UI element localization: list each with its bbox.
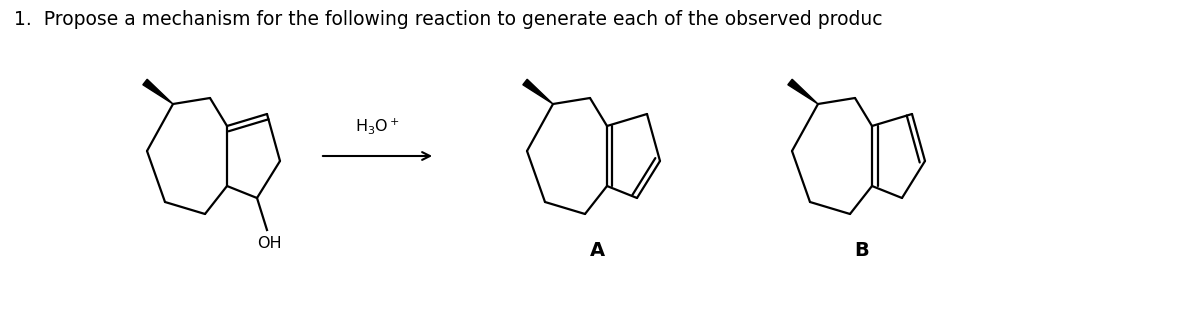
Text: OH: OH: [257, 236, 281, 251]
Polygon shape: [788, 79, 818, 104]
Text: $\mathregular{H_3O^+}$: $\mathregular{H_3O^+}$: [355, 116, 400, 136]
Text: A: A: [589, 241, 605, 260]
Polygon shape: [523, 79, 553, 104]
Text: 1.  Propose a mechanism for the following reaction to generate each of the obser: 1. Propose a mechanism for the following…: [14, 10, 883, 29]
Text: B: B: [854, 241, 869, 260]
Polygon shape: [143, 79, 173, 104]
